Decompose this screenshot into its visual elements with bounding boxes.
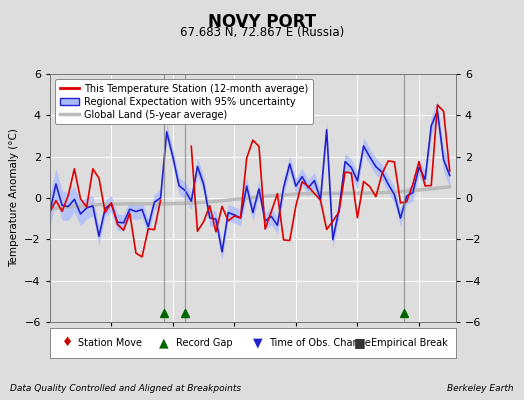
Text: ▼: ▼: [253, 336, 263, 350]
Text: ♦: ♦: [62, 336, 73, 350]
Text: Time of Obs. Change: Time of Obs. Change: [269, 338, 371, 348]
Text: ■: ■: [354, 336, 366, 350]
Text: Data Quality Controlled and Aligned at Breakpoints: Data Quality Controlled and Aligned at B…: [10, 384, 242, 393]
Text: Station Move: Station Move: [78, 338, 142, 348]
Text: Berkeley Earth: Berkeley Earth: [447, 384, 514, 393]
Text: NOVY PORT: NOVY PORT: [208, 13, 316, 31]
Legend: This Temperature Station (12-month average), Regional Expectation with 95% uncer: This Temperature Station (12-month avera…: [54, 79, 313, 124]
Y-axis label: Temperature Anomaly (°C): Temperature Anomaly (°C): [9, 128, 19, 268]
Text: Record Gap: Record Gap: [176, 338, 232, 348]
Text: Empirical Break: Empirical Break: [370, 338, 447, 348]
Text: ▲: ▲: [159, 336, 169, 350]
Text: 67.683 N, 72.867 E (Russia): 67.683 N, 72.867 E (Russia): [180, 26, 344, 39]
